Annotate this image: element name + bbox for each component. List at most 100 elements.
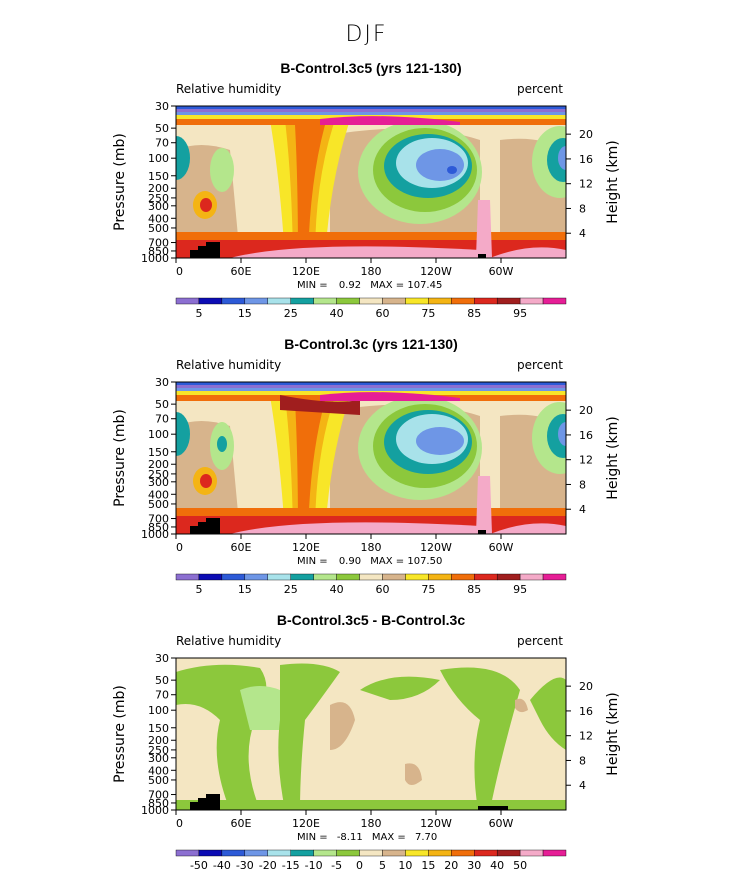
colorbar-swatch [474, 297, 498, 305]
colorbar-swatch [519, 849, 544, 857]
panel-1-min-value: 0.92 [338, 280, 362, 291]
colorbar-swatch [519, 297, 544, 305]
y-tick-label: 200 [148, 458, 169, 471]
x-tick-label: 180 [361, 265, 382, 278]
panel-2-min-value: 0.90 [338, 556, 362, 567]
panel-3-stats: MIN = -8.11 MAX = 7.70 [297, 832, 437, 843]
field-west-green [210, 148, 234, 192]
panel-1-units-label: percent [517, 82, 563, 96]
panel-1-title: B-Control.3c5 (yrs 121-130) [280, 60, 462, 76]
y-tick-label: 500 [148, 498, 169, 511]
colorbar-swatch [198, 573, 223, 581]
colorbar-label: 40 [330, 583, 344, 596]
height-tick-label: 20 [579, 680, 593, 693]
colorbar-label: 20 [444, 859, 458, 872]
colorbar-swatch [313, 573, 337, 581]
colorbar-label: 40 [490, 859, 504, 872]
y-tick-label: 250 [148, 468, 169, 481]
colorbar-label: 0 [356, 859, 363, 872]
colorbar-label: -10 [305, 859, 323, 872]
colorbar-swatch [336, 573, 360, 581]
colorbar-swatch [290, 297, 314, 305]
height-tick-label: 8 [579, 478, 586, 491]
colorbar-label: 60 [375, 307, 389, 320]
colorbar-swatch [382, 849, 406, 857]
y-tick-label: 30 [155, 376, 169, 389]
figure-title: DJF [345, 22, 388, 47]
height-tick-label: 16 [579, 429, 593, 442]
height-tick-label: 16 [579, 153, 593, 166]
x-tick-label: 60W [489, 265, 514, 278]
colorbar-label: -50 [190, 859, 208, 872]
y-tick-label: 1000 [141, 528, 169, 541]
x-tick-label: 120W [420, 541, 452, 554]
y-tick-label: 1000 [141, 804, 169, 817]
colorbar-label: 10 [398, 859, 412, 872]
x-tick-label: 60W [489, 817, 514, 830]
height-tick-label: 4 [579, 779, 586, 792]
panel-1-min-label: MIN = [297, 280, 328, 291]
colorbar-swatch [244, 849, 268, 857]
colorbar-swatch [451, 849, 475, 857]
colorbar-swatch [336, 297, 360, 305]
panel-3-variable-label: Relative humidity [176, 634, 282, 648]
colorbar-swatch [451, 297, 475, 305]
height-tick-label: 4 [579, 503, 586, 516]
y-tick-label: 50 [155, 398, 169, 411]
colorbar-label: 95 [513, 307, 527, 320]
panel-3-min-label: MIN = [297, 832, 328, 843]
colorbar-swatch [542, 573, 567, 581]
height-tick-label: 8 [579, 754, 586, 767]
colorbar-swatch [474, 849, 498, 857]
colorbar-label: -40 [213, 859, 231, 872]
panel-3-field [176, 658, 566, 810]
y-tick-label: 250 [148, 744, 169, 757]
x-tick-label: 60E [231, 265, 252, 278]
x-tick-label: 120W [420, 265, 452, 278]
colorbar-swatch [405, 297, 429, 305]
panel-2-field [176, 382, 566, 534]
colorbar-swatch [244, 297, 268, 305]
y2-axis-title: Height (km) [605, 692, 621, 775]
y-tick-label: 150 [148, 170, 169, 183]
colorbar-label: 5 [379, 859, 386, 872]
x-tick-label: 120E [292, 817, 320, 830]
x-tick-label: 0 [176, 817, 183, 830]
colorbar-swatch [175, 573, 200, 581]
y-tick-label: 300 [148, 476, 169, 489]
y-tick-label: 850 [148, 521, 169, 534]
panel-1-variable-label: Relative humidity [176, 82, 282, 96]
colorbar-swatch [267, 297, 291, 305]
panel-2-max-value: 107.50 [407, 556, 443, 567]
y-tick-label: 700 [148, 513, 169, 526]
y-tick-label: 70 [155, 137, 169, 150]
x-tick-label: 120W [420, 817, 452, 830]
x-tick-label: 60W [489, 541, 514, 554]
colorbar-label: 40 [330, 307, 344, 320]
x-tick-label: 120E [292, 265, 320, 278]
colorbar-swatch [474, 573, 498, 581]
x-tick-label: 180 [361, 541, 382, 554]
colorbar-swatch [336, 849, 360, 857]
y-tick-label: 30 [155, 652, 169, 665]
y2-axis-title: Height (km) [605, 140, 621, 223]
y-tick-label: 400 [148, 212, 169, 225]
panel-1-max-label: MAX = [370, 280, 405, 291]
topography [190, 242, 220, 258]
y-tick-label: 100 [148, 152, 169, 165]
panel-2-axes: 0 60E 120E 180 120W 60W3050701001502002503004… [112, 376, 621, 596]
colorbar-label: 60 [375, 583, 389, 596]
colorbar-label: 75 [421, 583, 435, 596]
y-tick-label: 200 [148, 182, 169, 195]
y-tick-label: 500 [148, 222, 169, 235]
panel-2-units-label: percent [517, 358, 563, 372]
colorbar-swatch [175, 849, 200, 857]
colorbar-label: 85 [467, 583, 481, 596]
colorbar-label: -20 [259, 859, 277, 872]
colorbar-swatch [198, 849, 223, 857]
y-axis-title: Pressure (mb) [112, 685, 128, 783]
panel-3-max-label: MAX = [371, 832, 406, 843]
field-magenta-band [320, 116, 460, 125]
panel-3-title: B-Control.3c5 - B-Control.3c [276, 612, 466, 628]
height-tick-label: 12 [579, 454, 593, 467]
